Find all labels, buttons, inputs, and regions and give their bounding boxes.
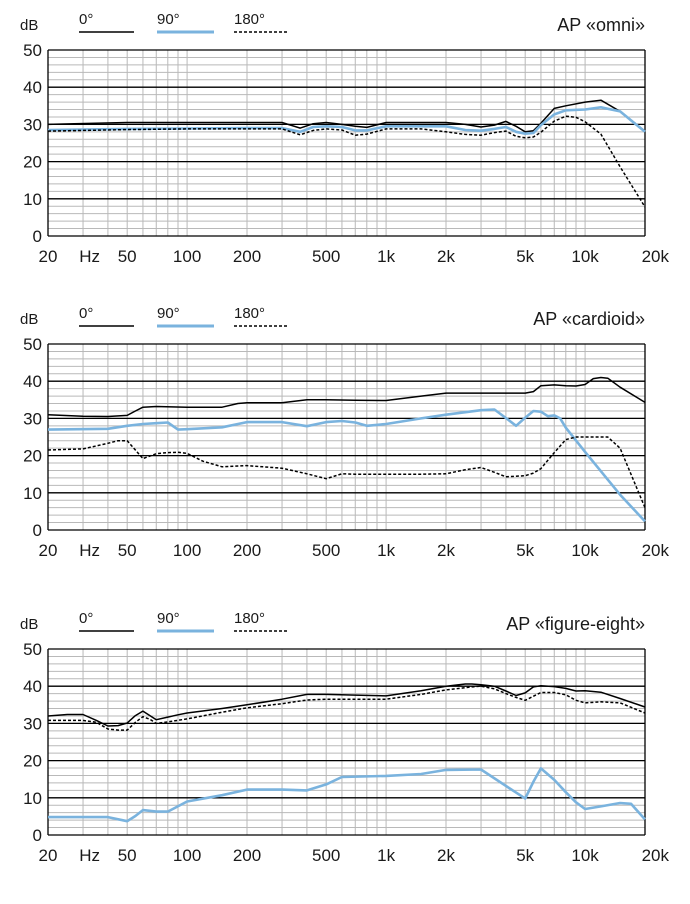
x-tick-label: 2k [437, 541, 455, 560]
chart-panel-3: 0 10 20 30 40 50 dB 20 50 100 200 500 1k 2k 5k 10k 20k Hz… [20, 610, 670, 865]
y-tick-label: 0 [33, 826, 42, 845]
grid [47, 648, 646, 836]
x-axis-unit: Hz [79, 541, 100, 560]
grid [47, 343, 646, 531]
series-line-deg0 [47, 376, 646, 418]
x-tick-label: 50 [118, 247, 137, 266]
x-tick-label: 1k [377, 541, 395, 560]
legend-label: 180° [234, 610, 265, 627]
x-tick-label: 200 [233, 846, 261, 865]
chart-title: AP «omni» [557, 15, 645, 35]
x-axis-unit: Hz [79, 247, 100, 266]
y-tick-label: 40 [23, 78, 42, 97]
x-tick-label: 5k [516, 846, 534, 865]
series-line-deg90 [47, 106, 646, 135]
x-tick-label: 20k [642, 541, 670, 560]
x-tick-label: 50 [118, 846, 137, 865]
y-tick-label: 50 [23, 41, 42, 60]
y-tick-label: 20 [23, 153, 42, 172]
y-tick-label: 30 [23, 409, 42, 428]
x-tick-label: 50 [118, 541, 137, 560]
legend-label: 0° [79, 11, 93, 28]
x-tick-label: 5k [516, 247, 534, 266]
x-tick-label: 500 [312, 846, 340, 865]
chart-title: AP «figure-eight» [506, 614, 645, 634]
x-tick-label: 500 [312, 247, 340, 266]
y-tick-label: 0 [33, 227, 42, 246]
x-tick-label: 10k [571, 247, 599, 266]
legend-label: 0° [79, 305, 93, 322]
series-line-deg180 [47, 436, 646, 508]
y-tick-label: 20 [23, 752, 42, 771]
x-tick-label: 20 [39, 247, 58, 266]
x-tick-label: 20k [642, 247, 670, 266]
x-tick-label: 2k [437, 247, 455, 266]
x-tick-label: 20 [39, 541, 58, 560]
y-axis-label: dB [20, 616, 38, 633]
x-tick-label: 100 [173, 541, 201, 560]
legend-label: 90° [157, 11, 180, 28]
x-tick-label: 5k [516, 541, 534, 560]
x-tick-label: 1k [377, 846, 395, 865]
x-tick-label: 100 [173, 247, 201, 266]
x-tick-label: 200 [233, 247, 261, 266]
legend-label: 90° [157, 305, 180, 322]
x-tick-label: 10k [571, 846, 599, 865]
y-tick-label: 50 [23, 335, 42, 354]
series-line-deg0 [47, 683, 646, 727]
y-tick-label: 40 [23, 372, 42, 391]
series-line-deg90 [47, 408, 646, 523]
legend-label: 180° [234, 305, 265, 322]
chart-panel-2: 0 10 20 30 40 50 dB 20 50 100 200 500 1k 2k 5k 10k 20k Hz… [20, 305, 670, 560]
y-axis-label: dB [20, 17, 38, 34]
y-tick-label: 0 [33, 521, 42, 540]
series-line-deg180 [48, 685, 646, 731]
series-line-deg0 [47, 99, 646, 133]
y-tick-label: 10 [23, 484, 42, 503]
legend-label: 0° [79, 610, 93, 627]
y-tick-label: 20 [23, 447, 42, 466]
y-tick-label: 40 [23, 677, 42, 696]
x-tick-label: 500 [312, 541, 340, 560]
series-line-deg90 [48, 767, 646, 823]
y-axis-label: dB [20, 311, 38, 328]
y-tick-label: 50 [23, 640, 42, 659]
x-tick-label: 10k [571, 541, 599, 560]
x-tick-label: 100 [173, 846, 201, 865]
y-tick-label: 10 [23, 190, 42, 209]
x-tick-label: 20k [642, 846, 670, 865]
legend-label: 90° [157, 610, 180, 627]
series-line-deg180 [47, 115, 646, 208]
y-tick-label: 30 [23, 115, 42, 134]
chart-title: AP «cardioid» [533, 309, 645, 329]
x-tick-label: 20 [39, 846, 58, 865]
x-tick-label: 1k [377, 247, 395, 266]
x-tick-label: 2k [437, 846, 455, 865]
y-tick-label: 30 [23, 714, 42, 733]
x-tick-label: 200 [233, 541, 261, 560]
x-axis-unit: Hz [79, 846, 100, 865]
chart-panel-1: 0 10 20 30 40 50 dB 20 50 100 200 500 1k 2k 5k 10k 20k Hz… [20, 11, 670, 266]
y-tick-label: 10 [23, 789, 42, 808]
legend-label: 180° [234, 11, 265, 28]
grid [47, 49, 646, 237]
